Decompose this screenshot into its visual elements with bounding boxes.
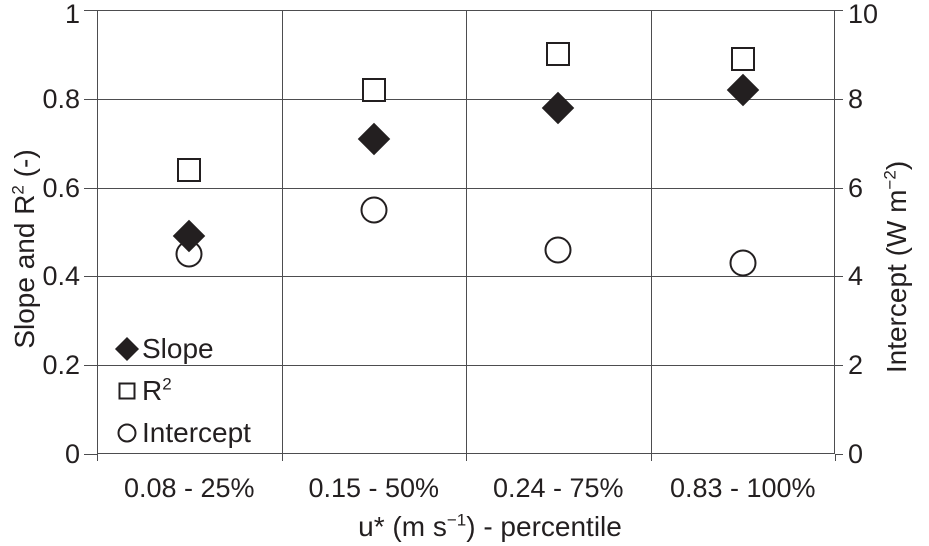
legend-square-icon <box>118 382 136 400</box>
y-tick-label-right: 0 <box>848 439 864 469</box>
legend-label-text: R <box>142 375 163 406</box>
v-gridline <box>281 10 283 454</box>
y-tick-label-left: 0.6 <box>42 172 80 203</box>
legend-label-slope: Slope <box>142 334 214 364</box>
data-point-intercept <box>544 236 572 264</box>
y-axis-tick-left <box>84 98 97 100</box>
x-axis-tick <box>281 454 283 461</box>
y-tick-label-right: 8 <box>848 83 864 114</box>
y-axis-tick-left <box>84 276 97 278</box>
x-axis-tick <box>835 454 836 461</box>
y-tick-label-left: 0.2 <box>42 350 80 381</box>
y-axis-tick-left <box>84 187 97 189</box>
data-point-r2 <box>361 77 386 102</box>
legend-label-text: Intercept <box>142 417 251 448</box>
data-point-r2 <box>730 46 755 71</box>
legend-circle-icon <box>117 423 137 443</box>
legend-label-r2: R2 <box>142 376 172 406</box>
y-tick-label-right: 6 <box>848 172 864 203</box>
right-axis-title-text: Intercept (W m <box>881 189 912 374</box>
y-axis-tick-right <box>835 454 843 455</box>
x-axis-title-sup: −1 <box>446 510 467 530</box>
x-axis-title-unit: ) - percentile <box>466 511 622 542</box>
x-tick-label: 0.08 - 25% <box>123 473 255 503</box>
legend-label-sup: 2 <box>162 374 172 394</box>
x-axis-title-text: u* (m s <box>358 511 447 542</box>
y-tick-label-right: 4 <box>848 261 864 292</box>
data-point-intercept <box>360 196 388 224</box>
y-tick-label-left: 0.8 <box>42 83 80 114</box>
y-axis-tick-right <box>835 10 843 11</box>
y-tick-label-left: 0.4 <box>42 261 80 292</box>
y-tick-label-right: 10 <box>848 0 879 29</box>
data-point-intercept <box>729 249 757 277</box>
x-axis-title: u* (m s−1) - percentile <box>358 512 622 542</box>
data-point-r2 <box>546 42 571 67</box>
y-tick-label-left: 0 <box>64 439 80 469</box>
x-axis-tick <box>650 454 652 461</box>
y-axis-tick-left <box>84 10 97 11</box>
y-axis-tick-right <box>835 276 843 278</box>
x-tick-label: 0.24 - 75% <box>492 473 624 503</box>
y-tick-label-right: 2 <box>848 350 864 381</box>
y-axis-tick-right <box>835 98 843 100</box>
right-axis-title: Intercept (W m−2) <box>880 160 912 374</box>
x-axis-tick <box>97 454 98 461</box>
y-axis-tick-right <box>835 365 843 367</box>
right-axis-title-unit: ) <box>881 160 912 171</box>
x-tick-label: 0.83 - 100% <box>669 473 816 503</box>
data-point-r2 <box>177 157 202 182</box>
x-tick-label: 0.15 - 50% <box>308 473 440 503</box>
x-axis-tick <box>466 454 467 461</box>
y-axis-tick-left <box>84 454 97 455</box>
y-axis-tick-right <box>835 187 843 189</box>
legend-label-text: Slope <box>142 333 214 364</box>
right-axis-title-sup: −2 <box>880 170 900 190</box>
legend-label-intercept: Intercept <box>142 418 251 448</box>
y-tick-label-left: 1 <box>64 0 80 29</box>
y-axis-tick-left <box>84 365 97 367</box>
v-gridline <box>466 10 467 454</box>
v-gridline <box>650 10 652 454</box>
